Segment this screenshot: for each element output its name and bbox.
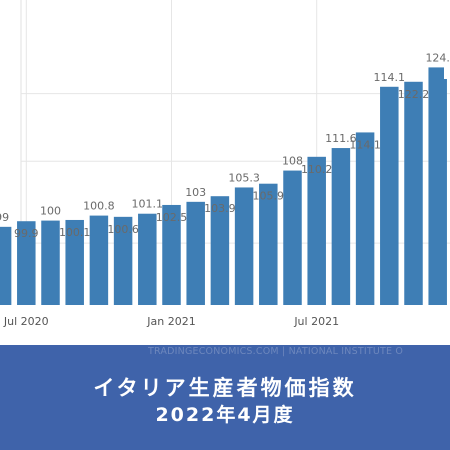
data-label: 102.5 bbox=[156, 211, 188, 224]
bar bbox=[65, 219, 84, 305]
bar bbox=[259, 183, 278, 305]
bar bbox=[89, 215, 109, 305]
data-label: 124. bbox=[425, 51, 450, 64]
bar bbox=[186, 201, 205, 305]
data-label: 99 bbox=[0, 211, 9, 224]
bar bbox=[428, 67, 447, 306]
bar bbox=[355, 132, 375, 305]
banner-title: イタリア生産者物価指数 bbox=[93, 376, 357, 400]
bar bbox=[210, 196, 230, 305]
data-label: 105.9 bbox=[253, 190, 285, 203]
data-label: 111.6 bbox=[325, 132, 357, 145]
bar bbox=[162, 204, 181, 305]
data-label: 101.1 bbox=[132, 198, 164, 211]
x-tick-label: Jan 2021 bbox=[146, 315, 195, 328]
bar bbox=[331, 148, 351, 305]
title-banner bbox=[0, 345, 450, 450]
banner-subtitle: 2022年4月度 bbox=[155, 404, 295, 426]
bar bbox=[138, 213, 157, 305]
data-label: 100.1 bbox=[59, 226, 91, 239]
bar bbox=[380, 86, 399, 305]
data-label: 99.9 bbox=[14, 227, 39, 240]
data-label: 103 bbox=[185, 186, 206, 199]
bar bbox=[234, 187, 254, 305]
data-label: 110.2 bbox=[301, 163, 333, 176]
data-label: 100.6 bbox=[107, 223, 139, 236]
bar bbox=[113, 216, 133, 305]
data-label: 105.3 bbox=[228, 171, 260, 184]
data-label: 114.1 bbox=[349, 138, 381, 151]
data-label: 108 bbox=[282, 155, 303, 168]
edge-marker bbox=[444, 65, 450, 79]
data-label: 100.8 bbox=[83, 200, 115, 213]
data-label: 114.1 bbox=[374, 71, 406, 84]
data-label: 122.2 bbox=[398, 88, 430, 101]
bar bbox=[283, 170, 302, 305]
x-tick-label: Jul 2020 bbox=[3, 315, 49, 328]
bar bbox=[404, 81, 423, 305]
bar bbox=[41, 220, 60, 305]
data-label: 103.9 bbox=[204, 202, 236, 215]
x-tick-label: Jul 2021 bbox=[293, 315, 339, 328]
bar bbox=[307, 156, 326, 305]
data-label: 100 bbox=[40, 205, 61, 218]
bar bbox=[17, 221, 36, 305]
source-credit: TRADINGECONOMICS.COM | NATIONAL INSTITUT… bbox=[148, 346, 404, 357]
bar bbox=[0, 226, 12, 305]
